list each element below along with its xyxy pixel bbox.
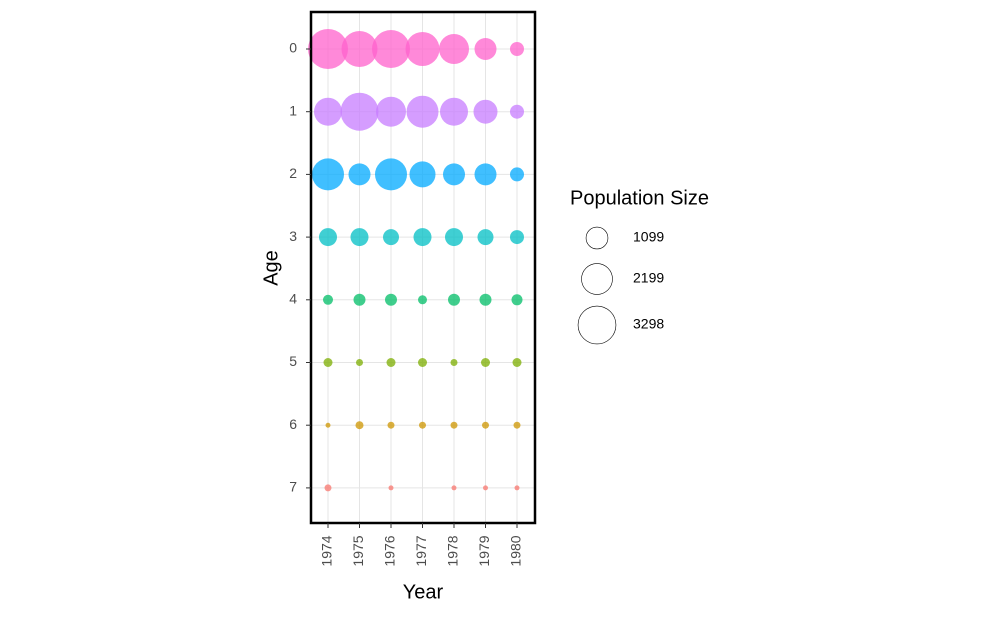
legend-label: 2199 (633, 270, 664, 286)
bubble (313, 97, 343, 126)
bubble (323, 357, 333, 368)
bubble (512, 357, 522, 368)
legend-key (577, 305, 617, 345)
bubble (341, 31, 378, 67)
bubble (514, 485, 520, 491)
bubble (371, 29, 411, 69)
x-axis-title: Year (403, 581, 444, 603)
x-tick-label: 1978 (445, 535, 461, 566)
bubble (409, 161, 436, 188)
bubble (443, 163, 465, 186)
bubble (511, 294, 523, 306)
y-tick-label: 4 (289, 291, 297, 307)
bubble (450, 421, 458, 429)
bubble (376, 96, 406, 127)
y-tick-label: 3 (289, 228, 297, 244)
marks (308, 29, 525, 492)
legend-title: Population Size (570, 187, 709, 209)
bubble (355, 421, 364, 430)
bubble (385, 293, 397, 306)
bubble (375, 158, 407, 191)
bubble (356, 359, 363, 366)
bubble (417, 357, 428, 368)
x-tick-label: 1976 (382, 535, 398, 566)
bubble (350, 228, 369, 247)
x-tick-label: 1979 (476, 535, 492, 566)
x-tick-label: 1975 (350, 535, 366, 566)
bubble (450, 359, 458, 366)
bubble (439, 34, 469, 64)
legend-key (581, 263, 613, 295)
bubble (325, 422, 331, 428)
bubble (405, 31, 440, 67)
bubble (509, 230, 525, 245)
x-tick-label: 1977 (413, 535, 429, 566)
bubble (479, 293, 492, 306)
bubble (439, 97, 469, 126)
bubble (386, 357, 396, 368)
y-tick-label: 5 (289, 353, 297, 369)
bubble (348, 163, 371, 186)
y-tick-label: 6 (289, 416, 297, 432)
y-tick-label: 0 (289, 40, 297, 56)
bubble (482, 421, 489, 429)
bubble (474, 163, 497, 186)
bubble (419, 421, 426, 429)
bubble (387, 421, 395, 429)
bubble (406, 95, 439, 128)
legend-label: 1099 (633, 229, 664, 245)
x-tick-label: 1974 (319, 535, 335, 566)
bubble (480, 357, 491, 368)
x-tick-label: 1980 (508, 535, 524, 566)
bubble (509, 41, 525, 57)
legend-label: 3298 (633, 316, 664, 332)
bubble (444, 228, 464, 247)
bubble (509, 104, 525, 119)
y-tick-label: 7 (289, 479, 297, 495)
bubble (340, 92, 379, 131)
bubble (388, 485, 394, 491)
bubble (513, 421, 521, 429)
bubble (382, 229, 400, 246)
bubble (413, 228, 432, 247)
bubble (477, 229, 494, 246)
y-tick-label: 1 (289, 102, 297, 118)
bubble (353, 293, 366, 306)
y-tick-label: 2 (289, 165, 297, 181)
bubble (324, 484, 332, 492)
bubble (448, 293, 460, 306)
bubble (308, 29, 348, 69)
bubble (312, 158, 344, 191)
legend-key (585, 226, 609, 250)
bubble (474, 38, 497, 60)
bubble (509, 167, 525, 182)
bubble (451, 485, 457, 491)
bubble (417, 295, 428, 305)
bubble (473, 99, 498, 124)
bubble (483, 485, 488, 491)
y-axis-title: Age (260, 250, 282, 286)
bubble (322, 294, 334, 305)
bubble (318, 228, 338, 247)
